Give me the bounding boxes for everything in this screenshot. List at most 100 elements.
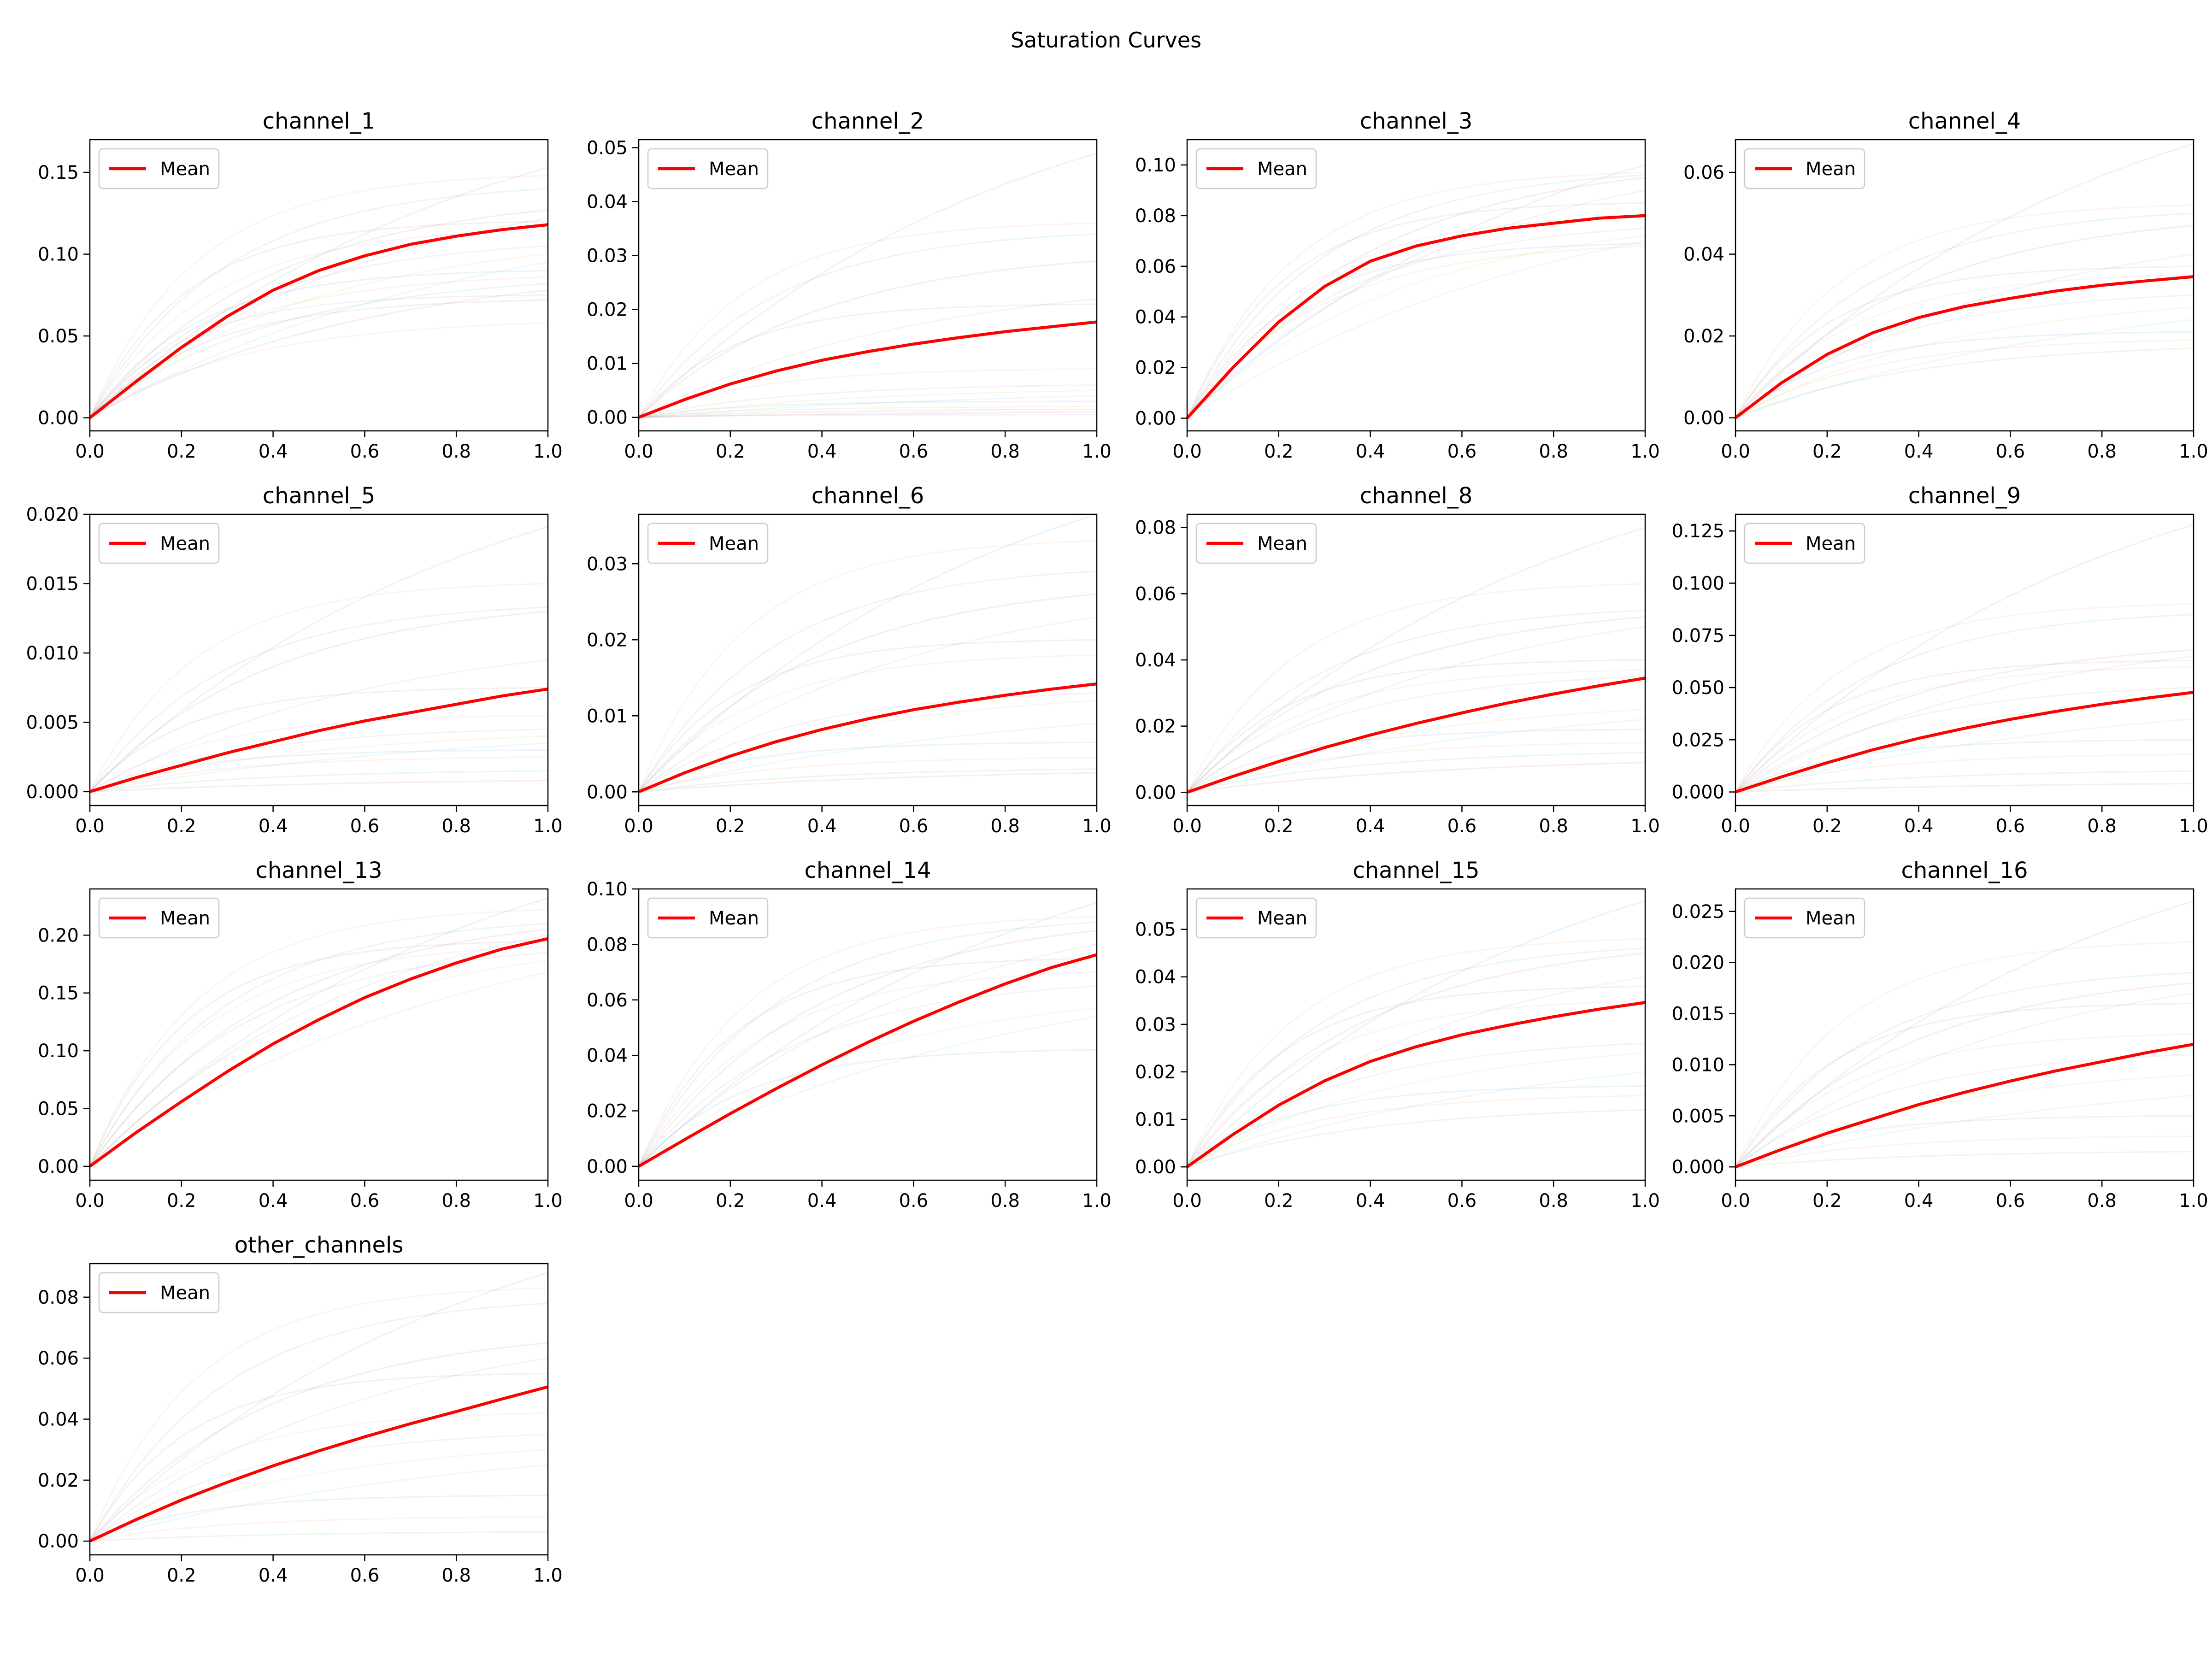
sample-curve xyxy=(1735,603,2194,793)
sample-curve xyxy=(1735,1135,2194,1168)
x-tick-label: 1.0 xyxy=(1630,1190,1660,1212)
y-tick-label: 0.02 xyxy=(1683,326,1724,347)
y-tick-label: 0.04 xyxy=(1135,967,1176,988)
mean-curve xyxy=(1735,275,2194,419)
sample-curve xyxy=(1186,527,1646,793)
sample-curve xyxy=(89,611,548,792)
y-tick-label: 0.005 xyxy=(26,712,79,733)
sample-curve xyxy=(638,1049,1097,1167)
sample-curve xyxy=(89,780,548,793)
legend-label: Mean xyxy=(709,908,759,929)
y-tick-label: 0.06 xyxy=(38,1348,79,1369)
sample-curve xyxy=(89,770,548,793)
x-tick-label: 0.0 xyxy=(624,1190,653,1212)
x-tick-label: 0.6 xyxy=(899,441,929,462)
subplot-title: channel_16 xyxy=(1901,858,2028,883)
legend-label: Mean xyxy=(160,1282,210,1304)
sample-curve xyxy=(638,303,1097,418)
y-tick-label: 0.05 xyxy=(38,326,79,347)
x-tick-label: 0.0 xyxy=(1172,441,1202,462)
sample-curve xyxy=(1735,1033,2194,1168)
subplot-channel_4: 0.0 0.2 0.4 0.6 0.8 1.0 0.00 0.02 0.04 0.06 channe… xyxy=(1683,108,2208,462)
y-tick-label: 0.04 xyxy=(1135,307,1176,328)
sample-curve xyxy=(1186,1000,1646,1167)
sample-curve xyxy=(1735,753,2194,793)
sample-curve xyxy=(1735,224,2194,418)
y-tick-label: 0.010 xyxy=(1671,1054,1724,1076)
y-tick-label: 0.050 xyxy=(1671,677,1724,699)
x-tick-label: 0.0 xyxy=(1721,816,1750,837)
subplot-title: channel_9 xyxy=(1908,483,2021,509)
sample-curve xyxy=(1186,189,1646,419)
y-tick-label: 0.00 xyxy=(1135,1157,1176,1178)
sample-curve xyxy=(1187,1052,1646,1168)
sample-curve xyxy=(1735,659,2194,793)
sample-curve xyxy=(1187,676,1646,793)
y-tick-label: 0.100 xyxy=(1671,573,1724,594)
sample-curve xyxy=(1735,294,2194,418)
x-tick-label: 0.0 xyxy=(624,816,653,837)
sample-curve xyxy=(89,729,548,793)
x-tick-label: 0.2 xyxy=(167,1565,196,1586)
sample-curve xyxy=(638,406,1097,418)
mean-curve xyxy=(1735,1042,2194,1169)
x-tick-label: 0.6 xyxy=(350,1190,380,1212)
sample-curve xyxy=(1735,900,2194,1168)
x-tick-label: 1.0 xyxy=(1082,1190,1112,1212)
x-tick-label: 1.0 xyxy=(533,1565,563,1586)
x-tick-label: 0.8 xyxy=(441,1565,471,1586)
subplot-title: channel_3 xyxy=(1360,108,1472,134)
sample-curve xyxy=(1187,240,1646,419)
x-tick-label: 0.4 xyxy=(1904,816,1934,837)
sample-curve xyxy=(638,985,1097,1167)
sample-curve xyxy=(638,930,1097,1167)
x-tick-label: 0.8 xyxy=(441,816,471,837)
sample-curve xyxy=(1187,1071,1646,1168)
sample-curve xyxy=(1187,626,1646,793)
legend-label: Mean xyxy=(160,908,210,929)
sample-curve xyxy=(638,692,1097,793)
sample-curve xyxy=(1735,649,2194,793)
sample-curve xyxy=(1735,1094,2194,1168)
sample-curve xyxy=(638,723,1097,793)
sample-curve xyxy=(1735,770,2194,793)
x-tick-label: 0.8 xyxy=(1539,1190,1568,1212)
sample-curve xyxy=(89,276,548,418)
sample-curve xyxy=(1735,339,2194,418)
sample-curve xyxy=(638,921,1097,1167)
y-tick-label: 0.01 xyxy=(587,353,628,375)
x-tick-label: 0.2 xyxy=(1812,441,1842,462)
legend-box xyxy=(98,148,220,189)
sample-curve xyxy=(1186,938,1646,1167)
y-tick-label: 0.08 xyxy=(587,934,628,955)
x-tick-label: 0.0 xyxy=(1721,1190,1750,1212)
sample-curve xyxy=(89,261,548,418)
x-tick-label: 0.4 xyxy=(259,1190,288,1212)
y-tick-label: 0.125 xyxy=(1671,521,1724,542)
sample-curve xyxy=(89,1516,548,1542)
sample-curve xyxy=(89,583,548,792)
sample-curve xyxy=(1186,164,1646,419)
sample-curve xyxy=(638,1007,1097,1167)
sample-curve xyxy=(1187,1085,1646,1168)
x-tick-label: 1.0 xyxy=(533,1190,563,1212)
y-tick-label: 0.10 xyxy=(1135,155,1176,176)
x-tick-label: 0.8 xyxy=(2087,441,2117,462)
mean-curve xyxy=(88,223,548,419)
x-tick-label: 0.8 xyxy=(441,1190,471,1212)
sample-curve xyxy=(89,245,548,418)
y-tick-label: 0.02 xyxy=(587,629,628,651)
sample-curve xyxy=(638,400,1097,418)
sample-curve xyxy=(638,222,1097,418)
y-tick-label: 0.02 xyxy=(587,300,628,321)
subplot-title: channel_15 xyxy=(1353,858,1479,883)
sample-curve xyxy=(1187,709,1646,793)
sample-curve xyxy=(1186,616,1646,793)
x-tick-label: 0.4 xyxy=(807,1190,837,1212)
sample-curve xyxy=(89,1302,548,1541)
legend-label: Mean xyxy=(1257,159,1307,180)
sample-curve xyxy=(638,757,1097,793)
y-tick-label: 0.04 xyxy=(587,192,628,213)
sample-curve xyxy=(638,395,1097,418)
sample-curve xyxy=(1735,143,2194,418)
